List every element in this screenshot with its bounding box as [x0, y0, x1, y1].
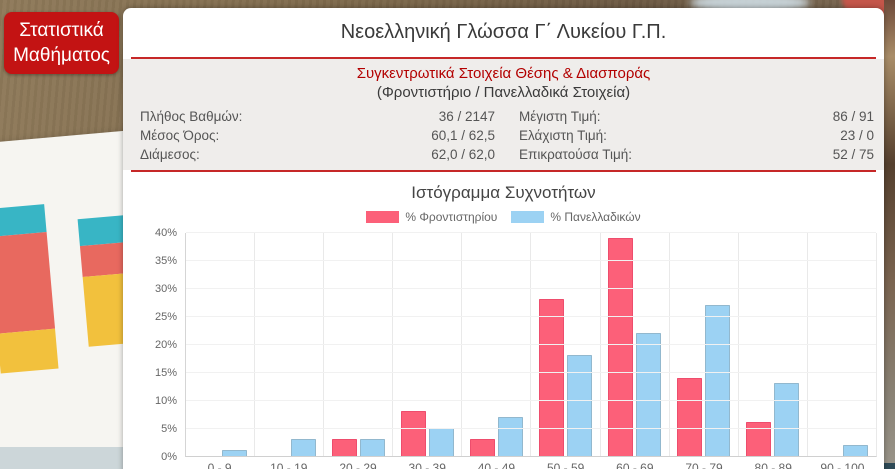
x-tick-label: 0 - 9	[207, 461, 232, 469]
histogram-bar	[428, 428, 454, 456]
gridline	[186, 372, 876, 373]
stat-row: Επικρατούσα Τιμή: 52 / 75	[519, 145, 874, 164]
histogram-bar	[677, 378, 703, 456]
gridline	[186, 288, 876, 289]
page-title: Νεοελληνική Γλώσσα Γ΄ Λυκείου Γ.Π.	[340, 21, 667, 43]
histogram-bar	[290, 439, 316, 456]
legend-label: % Πανελλαδικών	[550, 210, 641, 224]
stat-value: 23 / 0	[840, 128, 874, 143]
stat-row: Ελάχιστη Τιμή: 23 / 0	[519, 126, 874, 145]
summary-subheading: (Φροντιστήριο / Πανελλαδικά Στοιχεία)	[376, 84, 631, 101]
stat-value: 60,1 / 62,5	[431, 128, 495, 143]
stat-value: 62,0 / 62,0	[431, 147, 495, 162]
statistics-panel: Νεοελληνική Γλώσσα Γ΄ Λυκείου Γ.Π. Συγκε…	[123, 8, 884, 469]
legend-swatch	[366, 211, 400, 223]
gridline	[186, 428, 876, 429]
x-tick-label: 90 - 100	[820, 461, 865, 469]
stat-row: Διάμεσος: 62,0 / 62,0	[140, 145, 495, 164]
bar-group	[462, 233, 532, 456]
histogram-bar	[746, 422, 772, 456]
stat-value: 86 / 91	[832, 109, 874, 124]
histogram-bar	[567, 355, 593, 456]
legend-item[interactable]: % Πανελλαδικών	[511, 210, 641, 224]
stat-label: Μέσος Όρος:	[140, 128, 220, 143]
bar-group	[531, 233, 601, 456]
plot-area	[185, 232, 877, 457]
summary-heading: Συγκεντρωτικά Στοιχεία Θέσης & Διασποράς	[356, 65, 651, 82]
y-tick-label: 35%	[154, 255, 177, 267]
x-tick-label: 10 - 19	[270, 461, 308, 469]
y-tick-label: 0%	[161, 451, 177, 463]
badge-line-2: Μαθήματος	[13, 45, 110, 66]
summary-section: Συγκεντρωτικά Στοιχεία Θέσης & Διασποράς…	[123, 59, 884, 170]
histogram-bar	[774, 383, 800, 456]
histogram-bar	[608, 238, 634, 456]
bar-group	[808, 233, 876, 456]
histogram-bar	[497, 417, 523, 456]
y-tick-label: 25%	[154, 311, 177, 323]
y-tick-label: 40%	[154, 227, 177, 239]
gridline	[186, 400, 876, 401]
histogram-bar	[705, 305, 731, 456]
histogram-chart: 0% 5% 10% 15% 20% 25% 30% 35% 40%	[123, 227, 884, 463]
x-tick-label: 60 - 69	[616, 461, 654, 469]
legend-item[interactable]: % Φροντιστηρίου	[366, 210, 497, 224]
histogram-bar	[843, 445, 869, 456]
histogram-bar	[400, 411, 426, 456]
stat-label: Επικρατούσα Τιμή:	[519, 147, 633, 162]
divider-top	[131, 57, 876, 59]
stat-row: Πλήθος Βαθμών: 36 / 2147	[140, 107, 495, 126]
stat-label: Μέγιστη Τιμή:	[519, 109, 601, 124]
stat-row: Μέγιστη Τιμή: 86 / 91	[519, 107, 874, 126]
chart-legend: % Φροντιστηρίου % Πανελλαδικών	[123, 210, 884, 224]
histogram-bar	[359, 439, 385, 456]
stat-label: Διάμεσος:	[140, 147, 200, 162]
gridline	[186, 344, 876, 345]
gridline	[186, 260, 876, 261]
course-statistics-badge[interactable]: Στατιστικά Μαθήματος	[4, 12, 119, 74]
histogram-bar	[636, 333, 662, 456]
x-tick-label: 20 - 29	[339, 461, 377, 469]
y-tick-label: 10%	[154, 395, 177, 407]
histogram-bar	[469, 439, 495, 456]
photo-bottom-left	[0, 447, 130, 469]
chart-title: Ιστόγραμμα Συχνοτήτων	[411, 183, 596, 202]
bar-group	[739, 233, 808, 456]
x-tick-label: 40 - 49	[477, 461, 516, 469]
x-tick-label: 30 - 39	[408, 461, 446, 469]
y-tick-label: 15%	[154, 367, 177, 379]
legend-label: % Φροντιστηρίου	[405, 210, 498, 224]
stat-value: 36 / 2147	[438, 109, 495, 124]
histogram-bar	[221, 450, 247, 456]
divider-bottom	[131, 170, 876, 172]
stat-label: Πλήθος Βαθμών:	[140, 109, 243, 124]
histogram-bar	[539, 299, 565, 456]
badge-line-1: Στατιστικά	[19, 20, 104, 41]
histogram-bar	[331, 439, 357, 456]
stat-row: Μέσος Όρος: 60,1 / 62,5	[140, 126, 495, 145]
gridline	[186, 316, 876, 317]
y-tick-label: 20%	[154, 339, 177, 351]
stat-value: 52 / 75	[832, 147, 874, 162]
x-tick-label: 50 - 59	[546, 461, 585, 469]
x-axis-labels: 0 - 9 10 - 19 20 - 29 30 - 39 40 - 49 50 - 59…	[185, 457, 884, 469]
legend-swatch	[511, 211, 545, 223]
y-axis: 0% 5% 10% 15% 20% 25% 30% 35% 40%	[123, 227, 185, 463]
x-tick-label: 70 - 79	[685, 461, 723, 469]
stat-label: Ελάχιστη Τιμή:	[519, 128, 607, 143]
y-tick-label: 30%	[154, 283, 177, 295]
x-tick-label: 80 - 89	[754, 461, 792, 469]
y-tick-label: 5%	[161, 423, 177, 435]
summary-stats-grid: Πλήθος Βαθμών: 36 / 2147 Μέγιστη Τιμή: 86 /…	[123, 101, 884, 164]
photo-right-edge	[884, 0, 895, 469]
gridline	[186, 232, 876, 233]
